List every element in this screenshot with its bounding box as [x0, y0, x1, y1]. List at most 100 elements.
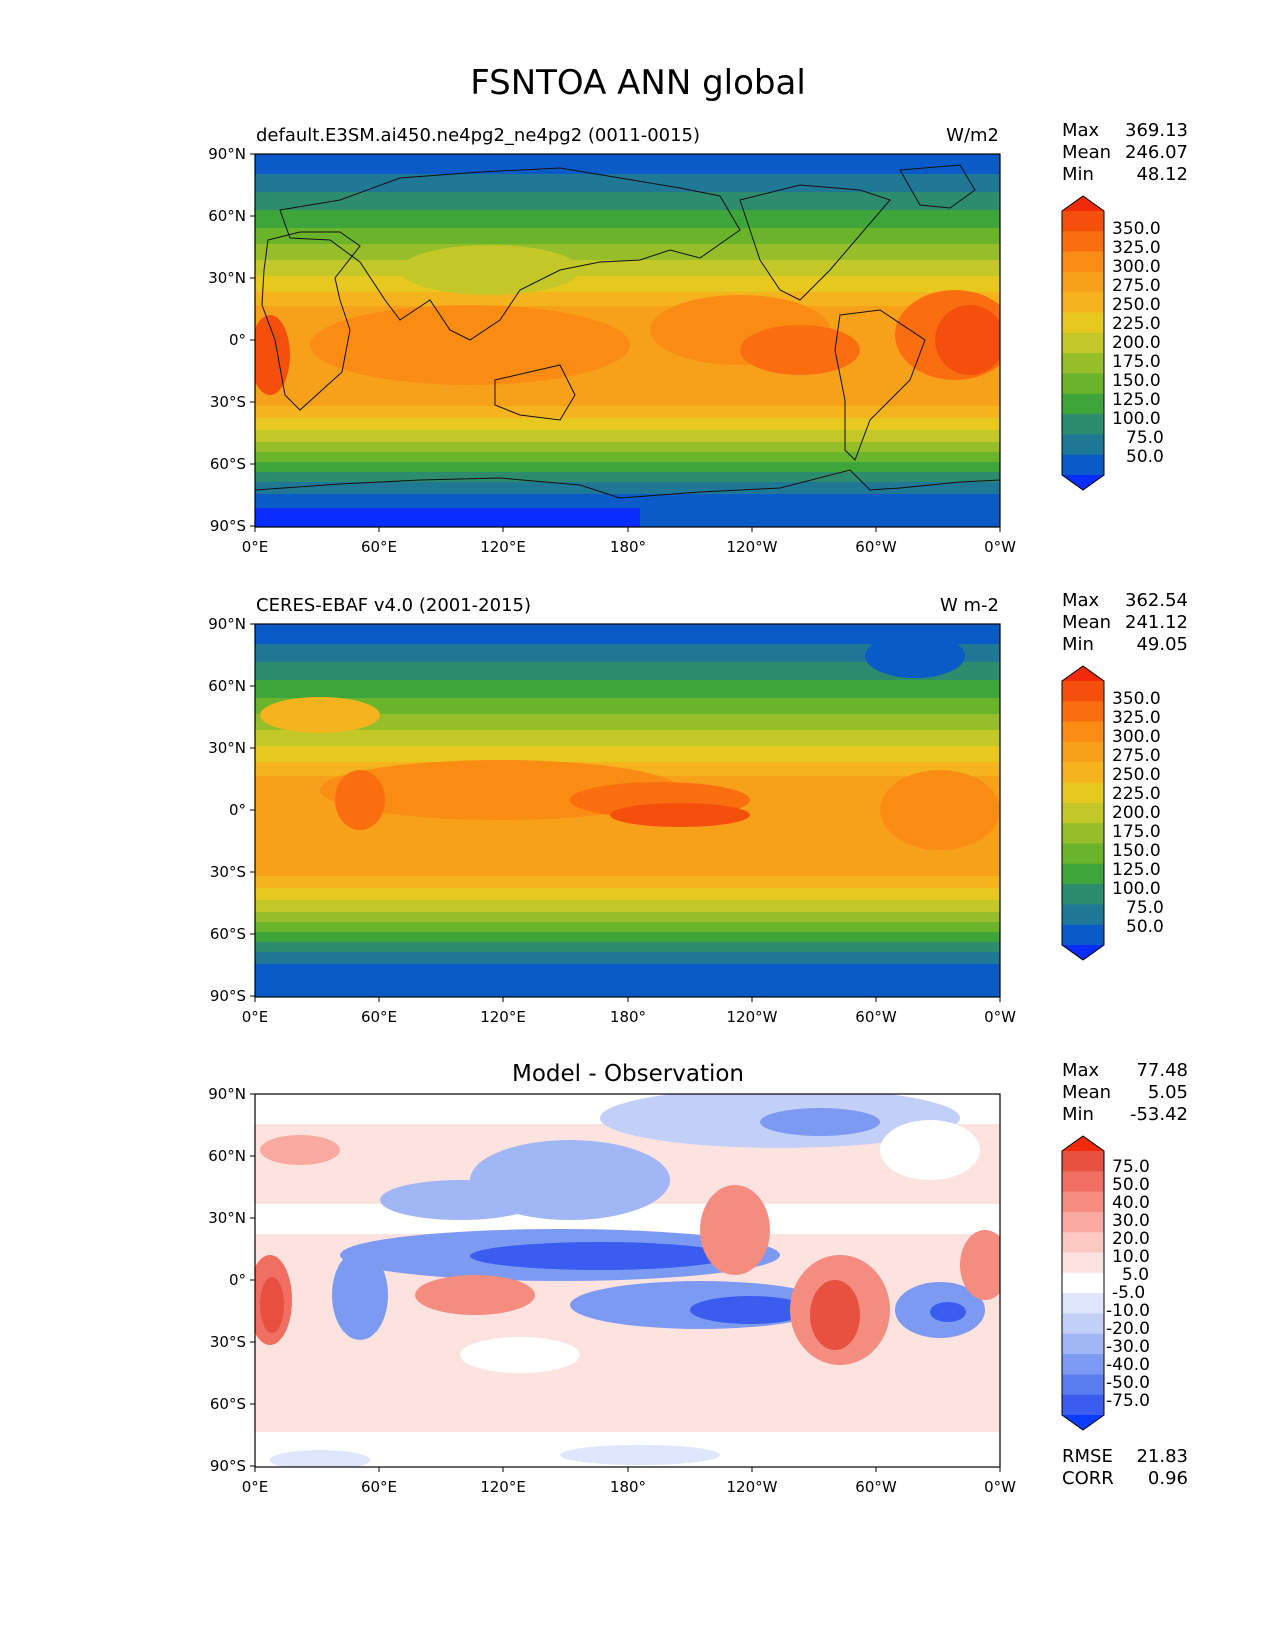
lat-tick: 30°N: [208, 739, 246, 757]
colorbar-swatch: [1062, 1151, 1104, 1172]
stat-value: -53.42: [1130, 1104, 1188, 1125]
lon-tick: 0°E: [242, 538, 269, 556]
colorbar-swatch: [1062, 1415, 1104, 1430]
colorbar-label: 225.0: [1112, 784, 1161, 804]
lon-tick: 0°E: [242, 1478, 269, 1496]
lon-axis: 0°E 60°E 120°E 180° 120°W 60°W 0°W: [242, 527, 1016, 556]
colorbar-swatch: [1062, 823, 1104, 845]
colorbar-label: 275.0: [1112, 276, 1161, 296]
colorbar-label: 30.0: [1112, 1211, 1150, 1231]
lat-tick: 30°S: [210, 393, 246, 411]
lat-tick: 0°: [229, 801, 246, 819]
map-field: [255, 1094, 1000, 1467]
skill-stats: RMSE 21.83 CORR 0.96: [1062, 1446, 1188, 1489]
lon-tick: 120°W: [727, 1478, 778, 1496]
colorbar-swatch: [1062, 782, 1104, 804]
colorbar-swatch: [1062, 666, 1104, 681]
panel-difference: Model - Observation: [208, 1060, 1188, 1496]
lon-tick: 60°W: [855, 1008, 897, 1026]
map-field: [255, 624, 1000, 997]
lon-tick: 180°: [610, 1478, 646, 1496]
lon-tick: 0°W: [984, 1478, 1016, 1496]
lat-tick: 90°S: [210, 987, 246, 1005]
lon-tick: 60°W: [855, 538, 897, 556]
stat-label: Min: [1062, 164, 1094, 185]
colorbar-outline: [1061, 195, 1105, 491]
colorbar-label: -20.0: [1106, 1319, 1150, 1339]
lat-tick: 60°S: [210, 455, 246, 473]
stat-label: Mean: [1062, 142, 1111, 163]
colorbar-label: 125.0: [1112, 390, 1161, 410]
stat-value: 241.12: [1125, 612, 1188, 633]
colorbar-swatches: [1062, 196, 1104, 490]
colorbar-label: 300.0: [1112, 727, 1161, 747]
lat-tick: 0°: [229, 1271, 246, 1289]
colorbar-label: 10.0: [1112, 1247, 1150, 1267]
colorbar-swatch: [1062, 353, 1104, 375]
lon-tick: 120°E: [480, 1478, 526, 1496]
colorbar-label: 75.0: [1126, 428, 1164, 448]
panel-title-left: default.E3SM.ai450.ne4pg2_ne4pg2 (0011-0…: [256, 125, 700, 146]
lat-tick: 30°N: [208, 269, 246, 287]
panel-title-right: W m-2: [940, 595, 999, 616]
colorbar-label: -5.0: [1112, 1283, 1145, 1303]
colorbar: 75.0 50.0 40.0 30.0 20.0 10.0 5.0 -5.0 -…: [1061, 1135, 1150, 1431]
colorbar-label: 175.0: [1112, 352, 1161, 372]
colorbar-swatch: [1062, 332, 1104, 354]
stat-value: 5.05: [1148, 1082, 1188, 1103]
colorbar-label: 50.0: [1126, 917, 1164, 937]
colorbar-label: 350.0: [1112, 689, 1161, 709]
colorbar-label: 150.0: [1112, 841, 1161, 861]
stat-label: Max: [1062, 120, 1100, 141]
colorbar-labels: 350.0 325.0 300.0 275.0 250.0 225.0 200.…: [1112, 219, 1164, 467]
lon-tick: 120°E: [480, 1008, 526, 1026]
lat-axis: 90°N 60°N 30°N 0° 30°S 60°S 90°S: [208, 1085, 255, 1475]
colorbar-swatch: [1062, 196, 1104, 211]
stats-block: Max 362.54 Mean 241.12 Min 49.05: [1062, 590, 1188, 655]
panel-model: default.E3SM.ai450.ne4pg2_ne4pg2 (0011-0…: [208, 120, 1188, 556]
stat-label: Mean: [1062, 612, 1111, 633]
colorbar-label: 100.0: [1112, 409, 1161, 429]
panel-title-left: CERES-EBAF v4.0 (2001-2015): [256, 595, 531, 616]
colorbar-swatch: [1062, 1293, 1104, 1315]
colorbar: 350.0 325.0 300.0 275.0 250.0 225.0 200.…: [1061, 195, 1164, 491]
lat-tick: 0°: [229, 331, 246, 349]
colorbar-swatch: [1062, 1252, 1104, 1274]
lon-tick: 120°W: [727, 1008, 778, 1026]
field-blobs: [260, 634, 1000, 850]
panel-title-right: W/m2: [946, 125, 999, 146]
colorbar-swatch: [1062, 1136, 1104, 1151]
colorbar-swatch: [1062, 1232, 1104, 1254]
lon-tick: 180°: [610, 1008, 646, 1026]
panel-observation: CERES-EBAF v4.0 (2001-2015) W m-2: [208, 590, 1188, 1026]
panel-title: Model - Observation: [512, 1061, 744, 1087]
colorbar-swatch: [1062, 741, 1104, 763]
stat-label: Max: [1062, 1060, 1100, 1081]
colorbar-label: 300.0: [1112, 257, 1161, 277]
figure-title: FSNTOA ANN global: [470, 63, 806, 103]
lon-tick: 60°W: [855, 1478, 897, 1496]
colorbar-swatch: [1062, 1171, 1104, 1193]
colorbar-label: 50.0: [1126, 447, 1164, 467]
colorbar-label: 250.0: [1112, 765, 1161, 785]
colorbar-label: 175.0: [1112, 822, 1161, 842]
colorbar-swatches: [1062, 1136, 1104, 1430]
colorbar-swatch: [1062, 211, 1104, 232]
stat-value: 369.13: [1125, 120, 1188, 141]
lat-tick: 60°S: [210, 1395, 246, 1413]
lon-tick: 120°W: [727, 538, 778, 556]
colorbar-swatch: [1062, 1354, 1104, 1375]
lat-tick: 60°N: [208, 1147, 246, 1165]
colorbar-label: 200.0: [1112, 333, 1161, 353]
colorbar-outline: [1061, 1135, 1105, 1431]
lon-tick: 0°W: [984, 1008, 1016, 1026]
colorbar-swatch: [1062, 1394, 1104, 1416]
lat-tick: 60°N: [208, 677, 246, 695]
colorbar-swatch: [1062, 1374, 1104, 1396]
stat-value: 77.48: [1136, 1060, 1188, 1081]
map-field: [255, 154, 1000, 527]
colorbar-swatch: [1062, 884, 1104, 905]
colorbar-label: -50.0: [1106, 1373, 1150, 1393]
colorbar-label: -40.0: [1106, 1355, 1150, 1375]
lat-tick: 90°S: [210, 1457, 246, 1475]
